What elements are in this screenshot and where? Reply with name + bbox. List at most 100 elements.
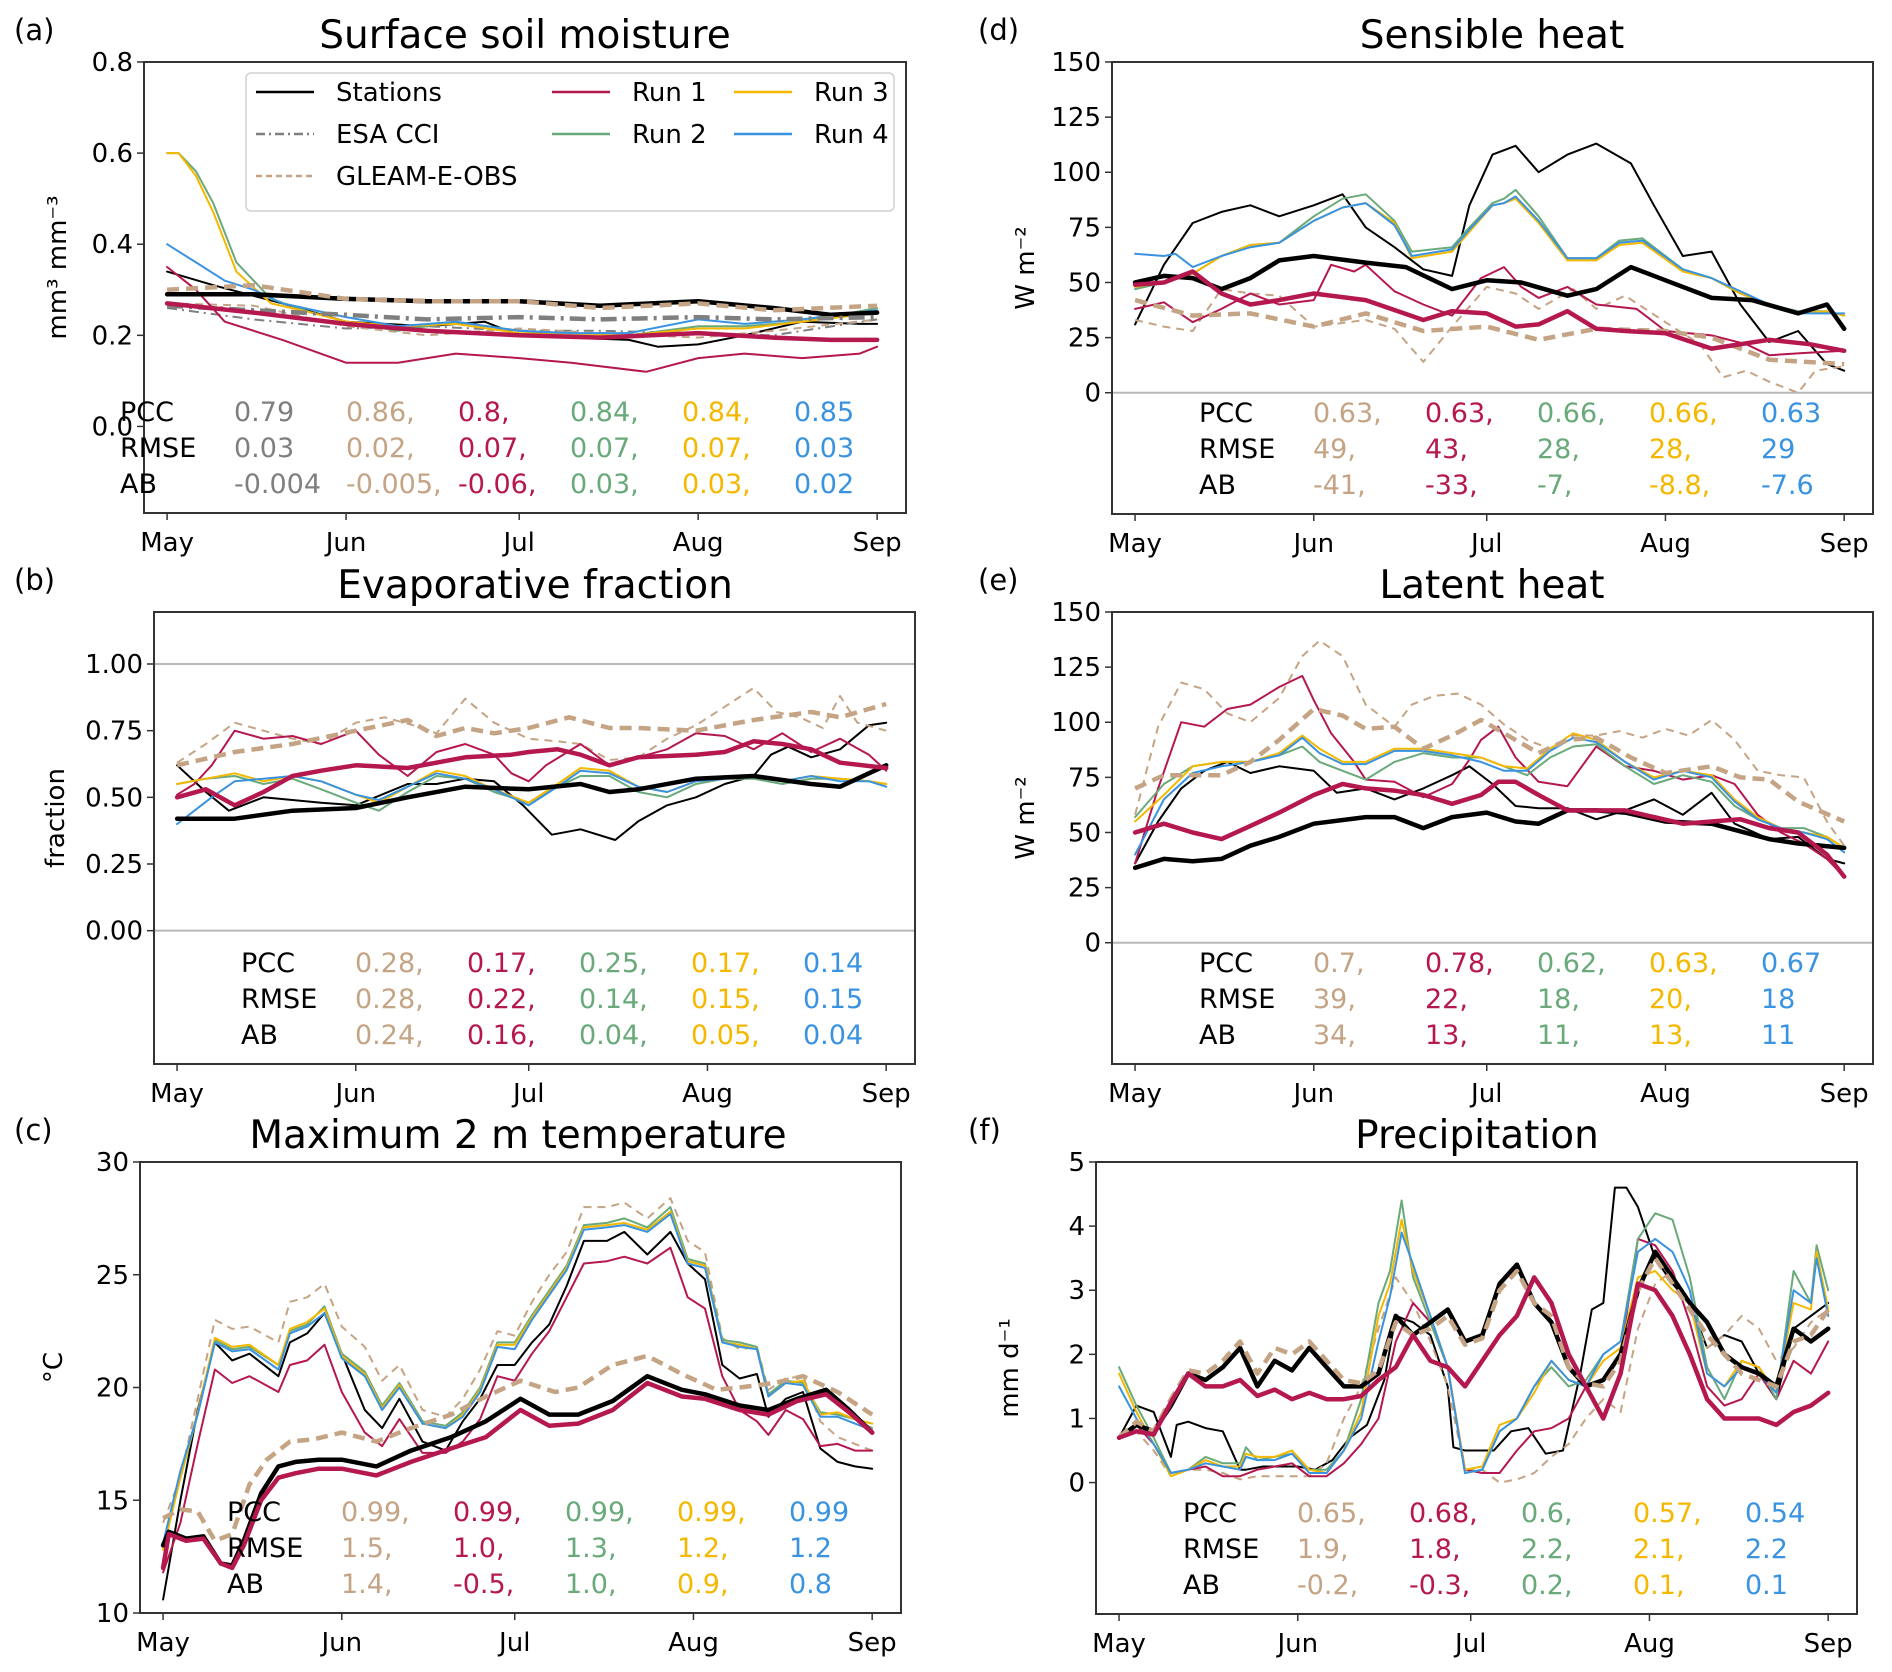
stat-value-gleam-e-obs: 39, bbox=[1313, 984, 1356, 1015]
stats-block: PCC 0.99, 0.99, 0.99, 0.99, 0.99 RMSE 1.5, 1.0, 1… bbox=[227, 1497, 849, 1600]
series-line-run-4-thin bbox=[162, 1212, 874, 1545]
chart-title: Evaporative fraction bbox=[337, 563, 733, 608]
series-line-run-1-thin bbox=[162, 1246, 874, 1574]
chart-title: Precipitation bbox=[1355, 1113, 1599, 1158]
y-tick-label: 50 bbox=[1068, 818, 1101, 848]
series-line-run-1-thin bbox=[1134, 674, 1846, 878]
stat-value-run-3: 20, bbox=[1649, 984, 1692, 1015]
chart-title: Latent heat bbox=[1379, 563, 1604, 608]
stat-row-label: RMSE bbox=[1199, 984, 1275, 1015]
x-tick-label: May bbox=[1108, 529, 1162, 559]
stat-value-run-1: 22, bbox=[1425, 984, 1468, 1015]
series-line-run-1-thick bbox=[1116, 1275, 1831, 1440]
stat-value-run-4: 0.85 bbox=[794, 397, 854, 428]
y-tick-label: 75 bbox=[1068, 763, 1101, 793]
chart-title: Sensible heat bbox=[1360, 13, 1625, 58]
y-tick-label: 0.75 bbox=[85, 717, 143, 747]
y-tick-label: 0 bbox=[1084, 379, 1101, 409]
stat-value-run-3: 0.99, bbox=[677, 1497, 746, 1528]
stats-block: PCC 0.79 0.86, 0.8, 0.84, 0.84, 0.85 RMSE 0.03 0.… bbox=[120, 397, 854, 500]
series-line-stations-thick bbox=[164, 292, 880, 318]
stat-value-run-2: 0.04, bbox=[579, 1020, 648, 1051]
stat-value-run-3: 13, bbox=[1649, 1020, 1692, 1051]
y-tick-label: 0.0 bbox=[92, 412, 133, 442]
stat-value-run-1: 0.99, bbox=[453, 1497, 522, 1528]
stat-value-run-1: -0.5, bbox=[453, 1569, 514, 1600]
stat-value-run-4: 0.04 bbox=[803, 1020, 863, 1051]
x-tick-label: May bbox=[1092, 1629, 1146, 1659]
stat-value-run-4: 0.99 bbox=[789, 1497, 849, 1528]
series-line-run-1-thick bbox=[174, 739, 889, 808]
y-tick-label: 0.4 bbox=[92, 230, 133, 260]
stat-value-run-2: 0.62, bbox=[1537, 948, 1606, 979]
stat-row-label: RMSE bbox=[1199, 434, 1275, 465]
x-tick-label: Sep bbox=[1820, 529, 1869, 559]
y-tick-label: 2 bbox=[1068, 1340, 1085, 1370]
stat-row-label: PCC bbox=[227, 1497, 281, 1528]
stats-block: PCC 0.65, 0.68, 0.6, 0.57, 0.54 RMSE 1.9, 1.8, 2.… bbox=[1183, 1498, 1805, 1601]
stat-value-run-1: 0.16, bbox=[467, 1020, 536, 1051]
stat-row-label: AB bbox=[120, 469, 157, 500]
stat-value-run-4: 0.03 bbox=[794, 433, 854, 464]
series-line-run-1-thin bbox=[176, 729, 888, 796]
stat-value-gleam-e-obs: -0.2, bbox=[1297, 1570, 1358, 1601]
stat-value-run-4: 0.54 bbox=[1745, 1498, 1805, 1529]
y-tick-label: 150 bbox=[1051, 598, 1101, 628]
series-line-esa-cci-thick bbox=[166, 303, 878, 322]
series-line-run-1-thick bbox=[1132, 779, 1847, 879]
x-tick-label: Aug bbox=[1624, 1629, 1675, 1659]
legend-label: ESA CCI bbox=[336, 120, 439, 150]
stat-value-run-1: -0.3, bbox=[1409, 1570, 1470, 1601]
y-tick-label: 25 bbox=[1068, 874, 1101, 904]
stat-row-label: AB bbox=[241, 1020, 278, 1051]
stats-block: PCC 0.63, 0.63, 0.66, 0.66, 0.63 RMSE 49, 43, 28,… bbox=[1199, 398, 1821, 501]
series-line-stations-thick bbox=[174, 763, 889, 821]
x-tick-label: May bbox=[150, 1079, 204, 1109]
y-tick-label: 25 bbox=[96, 1261, 129, 1291]
series-line-run-2-thin bbox=[166, 152, 879, 337]
y-tick-label: 125 bbox=[1051, 653, 1101, 683]
x-tick-label: Aug bbox=[668, 1628, 719, 1658]
x-tick-label: Sep bbox=[1820, 1079, 1869, 1109]
stat-value-gleam-e-obs: 0.65, bbox=[1297, 1498, 1366, 1529]
panel-label: (e) bbox=[978, 563, 1018, 597]
stat-value-run-2: 1.3, bbox=[565, 1533, 617, 1564]
stat-value-gleam-e-obs: 34, bbox=[1313, 1020, 1356, 1051]
stat-value-run-3: 0.84, bbox=[682, 397, 751, 428]
stat-value-run-4: 29 bbox=[1761, 434, 1795, 465]
stats-block: PCC 0.7, 0.78, 0.62, 0.63, 0.67 RMSE 39, 22, 18, 2… bbox=[1199, 948, 1821, 1051]
stat-value-run-2: 0.66, bbox=[1537, 398, 1606, 429]
panel-c: (c) Maximum 2 m temperature 10 15 20 25 30 May J… bbox=[14, 1113, 902, 1658]
series-group bbox=[1132, 639, 1847, 879]
stat-value-run-4: 2.2 bbox=[1745, 1534, 1788, 1565]
series-line-run-1-thin bbox=[166, 266, 879, 373]
stat-value-run-2: 0.14, bbox=[579, 984, 648, 1015]
x-tick-label: Jul bbox=[1453, 1629, 1486, 1659]
x-tick-label: Jul bbox=[511, 1079, 544, 1109]
x-tick-label: Jun bbox=[1275, 1629, 1318, 1659]
stat-value-run-3: 28, bbox=[1649, 434, 1692, 465]
legend-label: Stations bbox=[336, 78, 442, 108]
y-axis-label: W m⁻² bbox=[1011, 226, 1041, 309]
stats-block: PCC 0.28, 0.17, 0.25, 0.17, 0.14 RMSE 0.28, 0.22… bbox=[241, 948, 863, 1051]
stat-value-run-2: 2.2, bbox=[1521, 1534, 1573, 1565]
y-tick-label: 4 bbox=[1068, 1212, 1085, 1242]
panel-label: (f) bbox=[968, 1113, 1001, 1147]
y-tick-label: 0.25 bbox=[85, 850, 143, 880]
panel-d: (d) Sensible heat 0 25 50 75 100 125 150 May Jun Ju… bbox=[978, 13, 1874, 559]
y-tick-label: 1 bbox=[1068, 1404, 1085, 1434]
stat-value-run-2: 0.07, bbox=[570, 433, 639, 464]
series-line-run-4-thin bbox=[1134, 195, 1846, 315]
stat-value-run-1: -33, bbox=[1425, 470, 1478, 501]
panel-b: (b) Evaporative fraction 0.00 0.25 0.50 0.75 1… bbox=[14, 563, 916, 1109]
stat-row-label: PCC bbox=[120, 397, 174, 428]
x-tick-label: Jun bbox=[1291, 529, 1334, 559]
stat-value-run-2: 0.84, bbox=[570, 397, 639, 428]
x-tick-label: Jun bbox=[1291, 1079, 1334, 1109]
stat-value-run-1: 1.8, bbox=[1409, 1534, 1461, 1565]
stat-value-gleam-e-obs: 0.63, bbox=[1313, 398, 1382, 429]
stat-value-run-1: 43, bbox=[1425, 434, 1468, 465]
series-line-gleam-e-obs-thick bbox=[1134, 706, 1846, 824]
x-tick-label: Sep bbox=[862, 1079, 911, 1109]
